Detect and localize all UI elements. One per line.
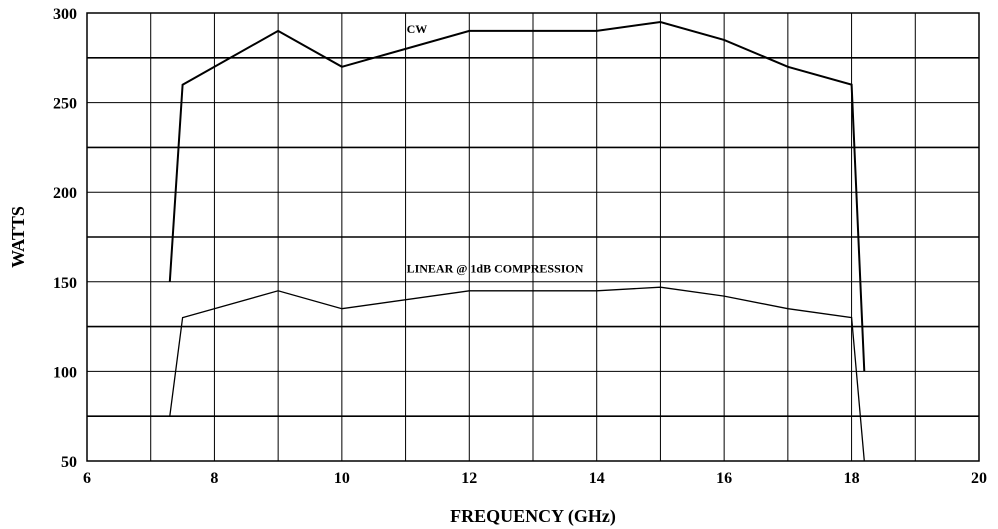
x-tick-label: 18 — [844, 470, 860, 487]
x-tick-label: 14 — [589, 470, 605, 487]
series-line-linear — [169, 286, 865, 462]
x-tick-label: 20 — [971, 470, 987, 487]
x-tick-label: 8 — [210, 470, 218, 487]
series-layer — [168, 20, 866, 462]
series-line-cw — [168, 20, 866, 372]
y-tick-label: 250 — [53, 96, 77, 113]
y-tick-label: 200 — [53, 185, 77, 202]
series-label-cw: CW — [407, 22, 428, 36]
x-tick-label: 10 — [334, 470, 350, 487]
y-tick-label: 50 — [61, 454, 77, 471]
grid — [87, 13, 979, 461]
x-tick-label: 16 — [716, 470, 732, 487]
y-axis-title: WATTS — [8, 206, 28, 268]
ticks-layer: 6 8 10 12 14 16 18 20 50 100 150 200 250 300 — [53, 6, 987, 487]
y-tick-label: 100 — [53, 364, 77, 381]
x-tick-label: 6 — [83, 470, 91, 487]
x-axis-title: FREQUENCY (GHz) — [450, 506, 616, 527]
plot-frame — [86, 12, 980, 462]
y-tick-label: 150 — [53, 275, 77, 292]
y-tick-label: 300 — [53, 6, 77, 23]
x-tick-label: 12 — [461, 470, 477, 487]
series-label-linear: LINEAR @ 1dB COMPRESSION — [407, 261, 584, 275]
